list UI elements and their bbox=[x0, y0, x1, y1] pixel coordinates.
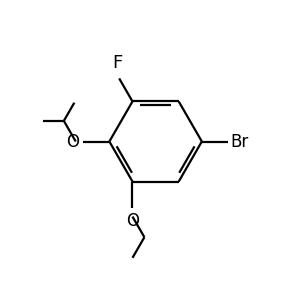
Text: O: O bbox=[126, 211, 139, 230]
Text: F: F bbox=[112, 54, 123, 72]
Text: Br: Br bbox=[231, 132, 249, 151]
Text: O: O bbox=[66, 132, 80, 151]
